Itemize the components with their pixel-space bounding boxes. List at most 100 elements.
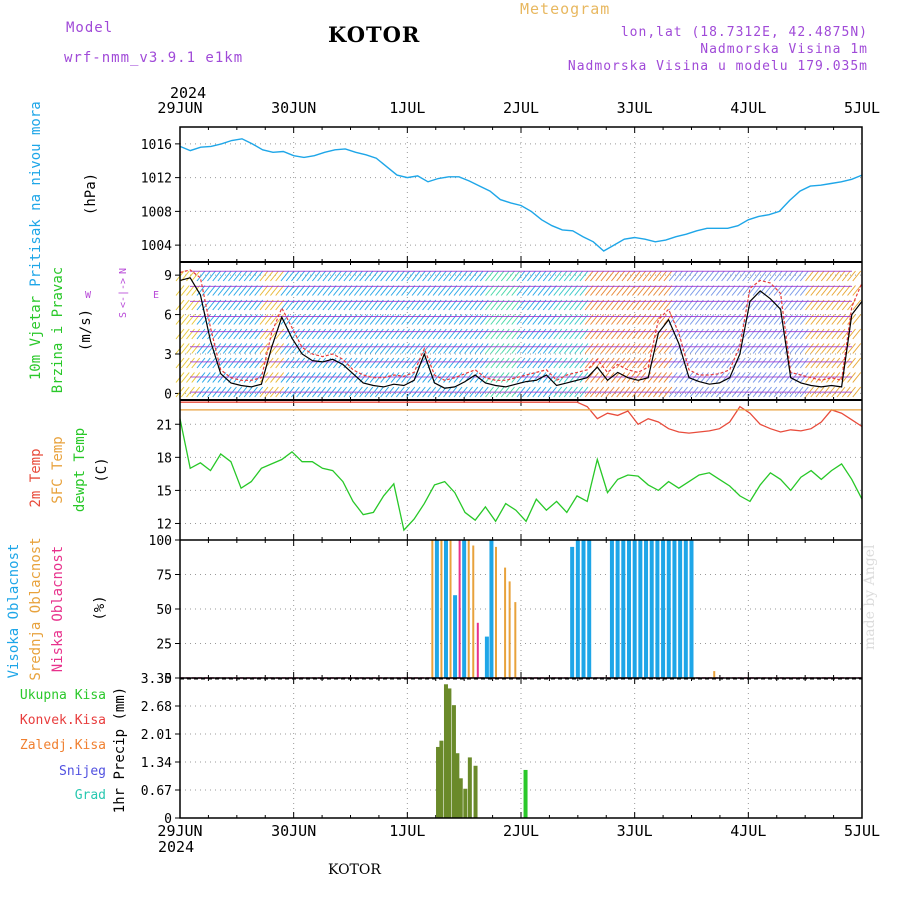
wind-barb (852, 314, 862, 325)
cloud-bar (678, 540, 683, 678)
wind-barb (327, 270, 337, 282)
wind-barb (574, 285, 584, 296)
wind-barb (222, 270, 232, 282)
wind-barb (647, 343, 657, 354)
dewpoint-line (179, 418, 863, 532)
wind-barb (280, 328, 290, 340)
wind-barb (479, 328, 489, 340)
wind-barb (537, 343, 547, 354)
y-tick-label: 0 (164, 672, 172, 687)
wind-barb (621, 328, 631, 340)
wind-barb (453, 285, 463, 296)
pressure-line (179, 138, 863, 252)
y-tick-label: 2.68 (141, 700, 172, 715)
wind-barb (847, 299, 856, 311)
wind-barb (794, 270, 804, 282)
wind-barb (249, 343, 258, 354)
wind-barb (626, 285, 636, 296)
wind-barb (658, 357, 668, 369)
cloud-bar (666, 540, 671, 678)
wind-barb (291, 285, 300, 296)
wind-barb (721, 328, 730, 340)
model-label: Model (66, 20, 114, 36)
wind-barb (579, 343, 589, 354)
wind-barb (653, 285, 662, 296)
wind-barb (810, 343, 820, 354)
x-label-bottom: 5JUL (844, 822, 880, 840)
wind-barb (799, 270, 809, 282)
wind-barb (805, 343, 814, 354)
cloud-bar (494, 546, 497, 678)
cloud-bar (514, 602, 517, 678)
wind-barb (558, 328, 568, 340)
wind-barb (249, 270, 258, 282)
wind-barb (742, 270, 751, 282)
wind-barb (406, 285, 416, 296)
wind-barb (254, 357, 264, 369)
wind-barb (201, 343, 211, 354)
wind-barb (605, 343, 615, 354)
wind-barb (668, 343, 678, 354)
wind-barb (201, 285, 211, 296)
wind-barb (658, 343, 668, 354)
wind-barb (852, 285, 862, 296)
wind-barb (275, 328, 285, 340)
wind-barb (521, 343, 531, 354)
wind-barb (532, 270, 542, 282)
wind-barb (332, 343, 342, 354)
y-tick-label: 25 (156, 638, 172, 653)
cloud-bar (713, 671, 716, 678)
wind-barb (322, 343, 332, 354)
precip-bar (463, 788, 468, 818)
wind-barb (369, 328, 379, 340)
wind-barb (574, 357, 584, 369)
wind-barb (254, 270, 264, 282)
wind-barb (327, 328, 337, 340)
wind-barb (180, 372, 190, 383)
wind-barb (506, 357, 515, 369)
temp2m-panel-label: 2m Temp (28, 448, 44, 507)
precip-legend-4: Grad (75, 788, 106, 803)
wind-barb (616, 343, 626, 354)
wind-barb (558, 357, 568, 369)
wind-barb (291, 270, 300, 282)
wind-barb (191, 328, 201, 340)
x-label-top: 2JUL (503, 99, 539, 117)
wind-barb (369, 285, 379, 296)
wind-barbs (175, 270, 862, 398)
x-label-bottom: 4JUL (730, 822, 766, 840)
wind-barb (595, 343, 605, 354)
wind-barb (469, 285, 479, 296)
wind-barb (380, 270, 389, 282)
wind-barb (432, 343, 442, 354)
wind-barb (705, 343, 715, 354)
wind-barb (306, 285, 316, 296)
wind-barb (448, 343, 458, 354)
x-label-top: 1JUL (389, 99, 425, 117)
wind-barb (411, 285, 421, 296)
wind-barb (694, 328, 704, 340)
wind-barb (464, 285, 473, 296)
y-tick-label: 3.35 (141, 672, 172, 687)
wind-barb (427, 270, 437, 282)
wind-barb (836, 270, 846, 282)
wind-barb (217, 343, 227, 354)
wind-barb (721, 285, 730, 296)
wind-barb (359, 270, 369, 282)
wind-barb (784, 285, 793, 296)
y-tick-label: 9 (164, 269, 172, 284)
wind-barb (694, 270, 704, 282)
wind-barb (600, 285, 610, 296)
wind-barb (820, 285, 830, 296)
wind-barb (479, 285, 489, 296)
wind-barb (810, 285, 820, 296)
wind-barb (826, 357, 835, 369)
wind-barb (207, 357, 216, 369)
wind-barb (715, 343, 725, 354)
wind-barb (542, 328, 552, 340)
wind-barb (726, 328, 736, 340)
wind-barb (306, 270, 316, 282)
wind-barb (694, 357, 704, 369)
wind-barb (364, 357, 374, 369)
y-tick-label: 0 (164, 812, 172, 827)
